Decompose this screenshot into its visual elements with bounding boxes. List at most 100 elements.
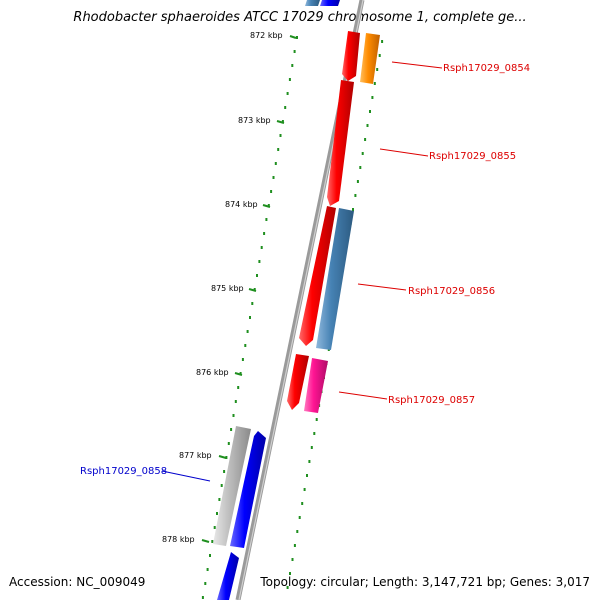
leader-line-0856 [357,283,407,291]
ruler-dot [296,36,298,39]
accession-text: Accession: NC_009049 [9,575,146,589]
ruler-dot [263,232,266,235]
kbp-tick [276,120,285,124]
ruler-dot [270,190,273,193]
ruler-dot [303,488,306,491]
ruler-dot [296,530,299,533]
ruler-dot [286,92,289,95]
ruler-dot [227,442,230,445]
ruler-dot [371,96,374,99]
ruler-dot [265,218,268,221]
ruler-dot [352,208,354,211]
ruler-dot [369,110,371,113]
map-title: Rhodobacter sphaeroides ATCC 17029 chrom… [73,10,527,25]
ruler-dot [201,596,204,599]
ruler-dot [249,316,251,319]
kbp-tick-label: 873 kbp [238,116,271,125]
kbp-tick [248,288,257,292]
ruler-dot [260,246,263,249]
ruler-dot [246,330,249,333]
gene-arrow-red-0857 [287,354,309,410]
ruler-dot [267,204,270,207]
ruler-dot [289,572,291,575]
ruler-dot [274,162,277,165]
ruler-dot [239,372,242,375]
ruler-dot [306,474,308,477]
ruler-dot [244,344,247,347]
ruler-dot [230,428,233,431]
ruler-dot [308,460,311,463]
gene-arrow-steelblue-0856 [316,208,354,350]
ruler-dot [209,554,211,557]
ruler-dot [286,586,289,589]
ruler-dot [359,166,362,169]
ruler-dot [251,302,254,305]
gene-arrow-pink-0857 [304,358,328,413]
leader-line-0855 [379,148,429,157]
genome-stats-text: Topology: circular; Length: 3,147,721 bp… [260,575,590,589]
gene-arrow-red-0856 [299,206,336,346]
leader-line-0857 [338,391,388,400]
gene-arrow-gray-0858 [213,426,251,546]
ruler-dot [241,358,244,361]
gene-arrow-red-0854 [342,31,360,81]
ruler-dot [223,470,226,473]
gene-label-0855[interactable]: Rsph17029_0855 [429,151,516,162]
ruler-dot [211,540,214,543]
ruler-dot [288,78,291,81]
gene-arrow-orange-0854 [360,33,380,84]
ruler-dot [293,544,296,547]
leader-line-0858 [161,470,211,482]
ruler-dot [291,64,294,67]
ruler-dot [232,414,235,417]
ruler-dot [234,400,237,403]
feature-partial-blue-bottom [217,552,239,600]
kbp-tick-label: 872 kbp [250,31,283,40]
ruler-dot [284,106,287,109]
feature-partial-steelblue [305,0,320,6]
ruler-dot [206,568,209,571]
ruler-dot [361,152,364,155]
ruler-dot [279,134,282,137]
ruler-dot [376,68,379,71]
ruler-dot [281,120,284,123]
kbp-axis: 872 kbp 873 kbp 874 kbp 875 kbp 876 kbp … [162,31,297,544]
feature-partial-blue [320,0,340,6]
gene-arrow-blue-0858 [230,431,266,548]
ruler-dot [354,194,357,197]
ruler-dot [298,516,301,519]
ruler-dot [272,176,275,179]
ruler-dot [310,446,313,449]
ruler-dot [315,418,318,421]
ruler-dot [220,484,223,487]
ruler-dot [258,260,261,263]
ruler-dot [216,512,218,515]
ruler-dot [213,526,216,529]
kbp-tick-label: 878 kbp [162,535,195,544]
ruler-dot [291,558,294,561]
kbp-tick-label: 875 kbp [211,284,244,293]
ruler-dot [373,82,376,85]
gene-label-0858[interactable]: Rsph17029_0858 [80,466,167,477]
kbp-tick-label: 877 kbp [179,451,212,460]
ruler-dot [378,54,381,57]
gene-label-0857[interactable]: Rsph17029_0857 [388,395,475,406]
ruler-dot [256,274,258,277]
kbp-tick [289,35,297,39]
kbp-tick [234,372,243,376]
kbp-tick [201,539,210,543]
ruler-dot [364,138,367,141]
gene-label-0856[interactable]: Rsph17029_0856 [408,286,495,297]
ruler-dot [204,582,207,585]
ruler-dot [293,50,296,53]
ruler-dot [218,498,221,501]
kbp-tick [218,455,227,459]
gene-label-0854[interactable]: Rsph17029_0854 [443,63,530,74]
ruler-dot [253,288,256,291]
ruler-dot [356,180,359,183]
ruler-dot [237,386,240,389]
ruler-dot [301,502,304,505]
leader-line-0854 [391,61,443,69]
gene-arrow-red-0855 [327,80,354,206]
